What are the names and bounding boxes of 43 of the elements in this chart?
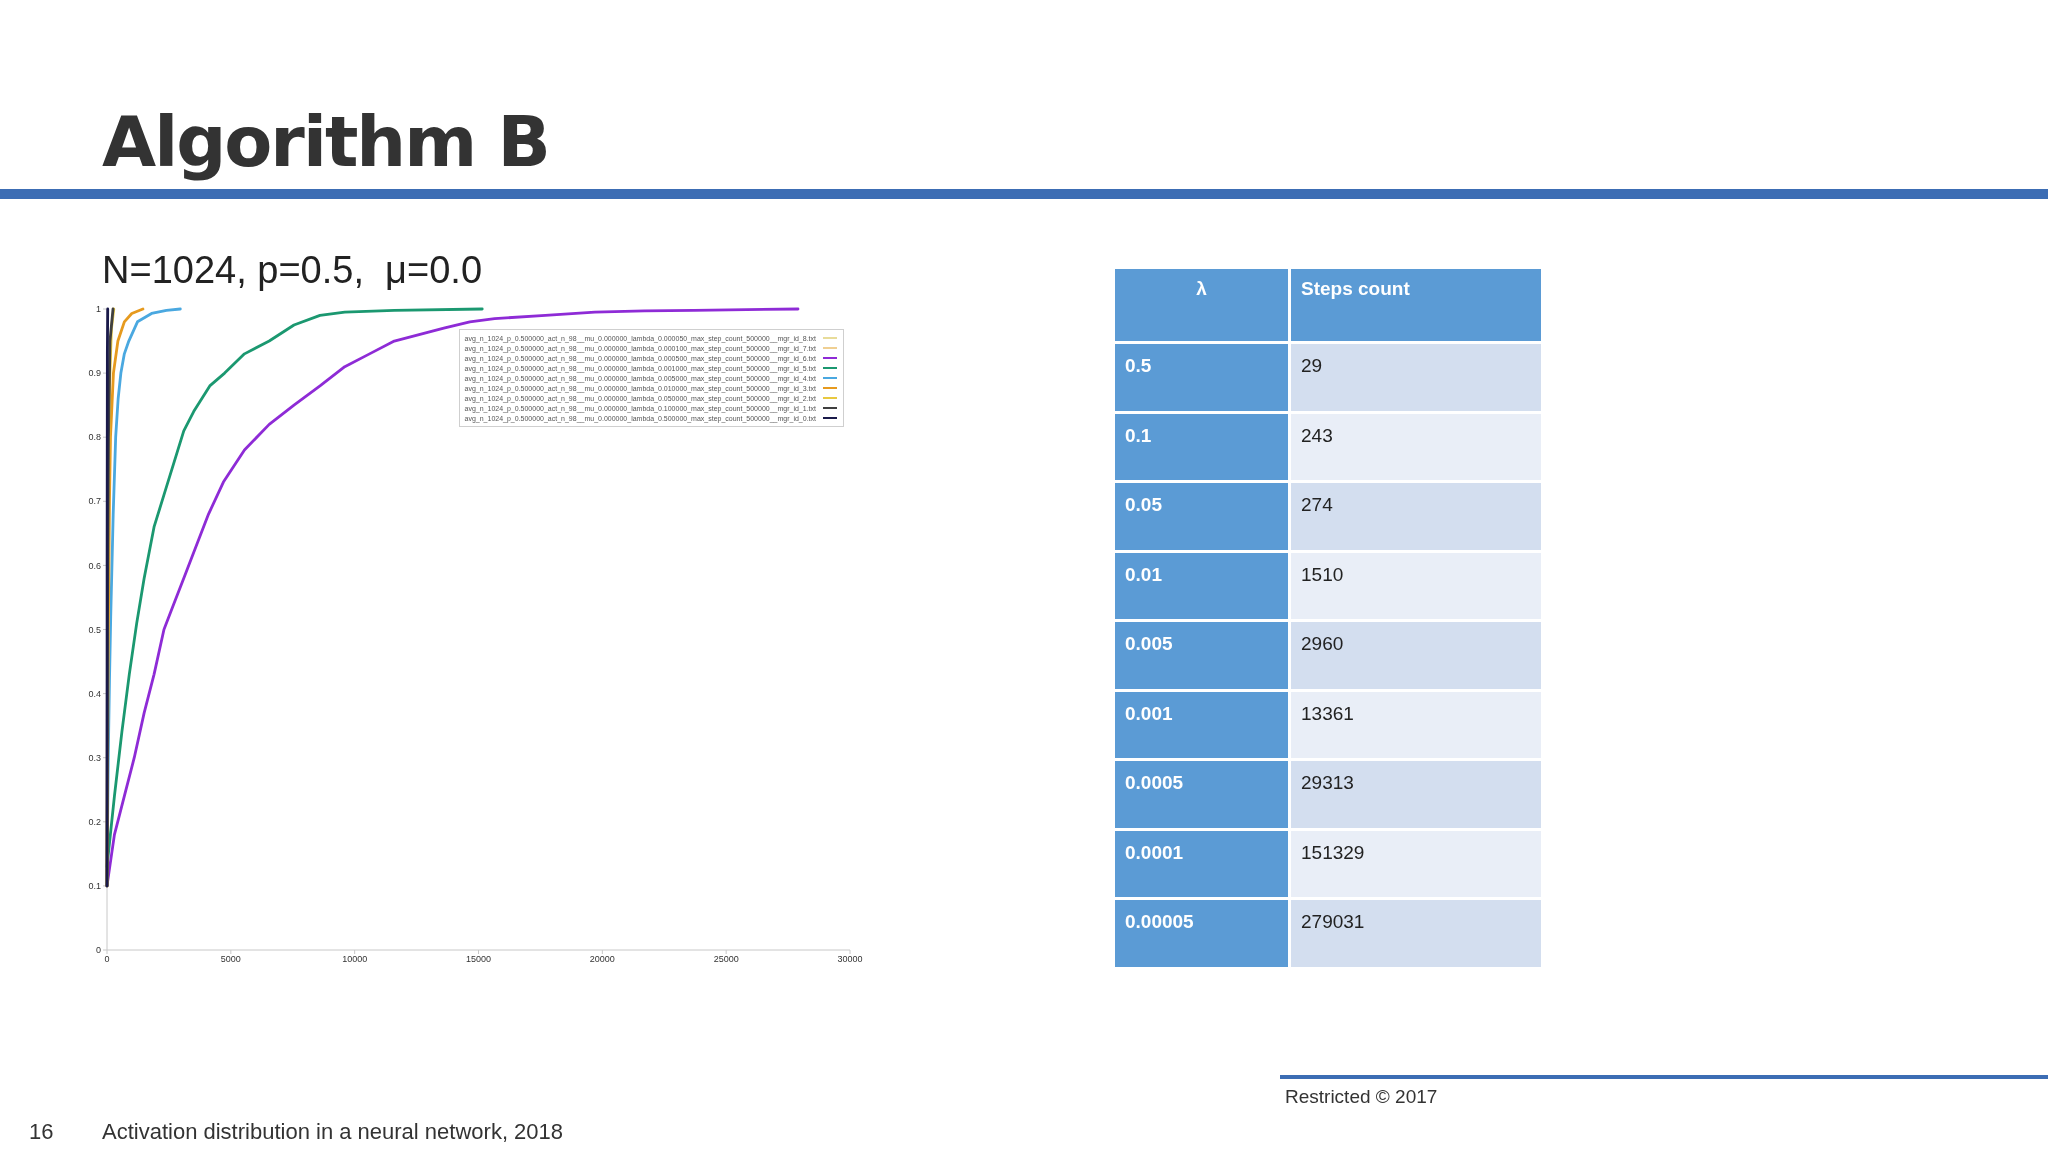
data-label: 29 (1291, 344, 1541, 411)
y-tick-label: 0.3 (88, 752, 101, 763)
x-tick-label: 5000 (220, 954, 241, 965)
category-label: 0.001 (1115, 691, 1288, 758)
data-label: 2960 (1291, 622, 1541, 689)
x-tick-label: 10000 (342, 954, 368, 965)
y-tick-label: 1 (95, 304, 101, 315)
data-label: 274 (1291, 483, 1541, 550)
text: Activation distribution in a neural network, 2018 (102, 1119, 564, 1144)
data-label: 243 (1291, 413, 1541, 480)
x-tick-label: 20000 (589, 954, 615, 965)
text: λ (1115, 269, 1288, 341)
y-tick-label: 0.7 (88, 496, 101, 507)
x-tick-label: 25000 (713, 954, 739, 965)
data-label: 279031 (1291, 900, 1541, 967)
data-label: 13361 (1291, 691, 1541, 758)
text: 16 (29, 1119, 54, 1144)
y-tick-label: 0 (95, 945, 101, 956)
y-tick-label: 0.4 (88, 688, 101, 699)
category-label: 0.05 (1115, 483, 1288, 550)
category-label: 0.00005 (1115, 900, 1288, 967)
category-label: 0.01 (1115, 552, 1288, 619)
category-label: 0.005 (1115, 622, 1288, 689)
y-tick-label: 0.2 (88, 816, 101, 827)
x-tick-label: 15000 (465, 954, 492, 965)
text: Restricted © 2017 (1285, 1086, 1438, 1107)
y-tick-label: 0.9 (88, 368, 101, 379)
category-label: 0.1 (1115, 413, 1288, 480)
data-label: 151329 (1291, 830, 1541, 897)
category-label: 0.0005 (1115, 761, 1288, 828)
x-tick-label: 30000 (837, 954, 863, 965)
category-label: 0.0001 (1115, 830, 1288, 897)
chart-title: Algorithm B (102, 101, 549, 183)
y-tick-label: 0.5 (88, 624, 101, 635)
data-label: 29313 (1291, 761, 1541, 828)
text: Steps count (1291, 269, 1541, 341)
y-tick-label: 0.6 (88, 560, 101, 571)
chart-subtitle: N=1024, p=0.5, μ=0.0 (102, 249, 483, 291)
y-tick-label: 0.1 (88, 881, 101, 892)
category-label: 0.5 (1115, 344, 1288, 411)
x-tick-label: 0 (104, 954, 110, 965)
data-label: 1510 (1291, 552, 1541, 619)
y-tick-label: 0.8 (88, 432, 101, 443)
